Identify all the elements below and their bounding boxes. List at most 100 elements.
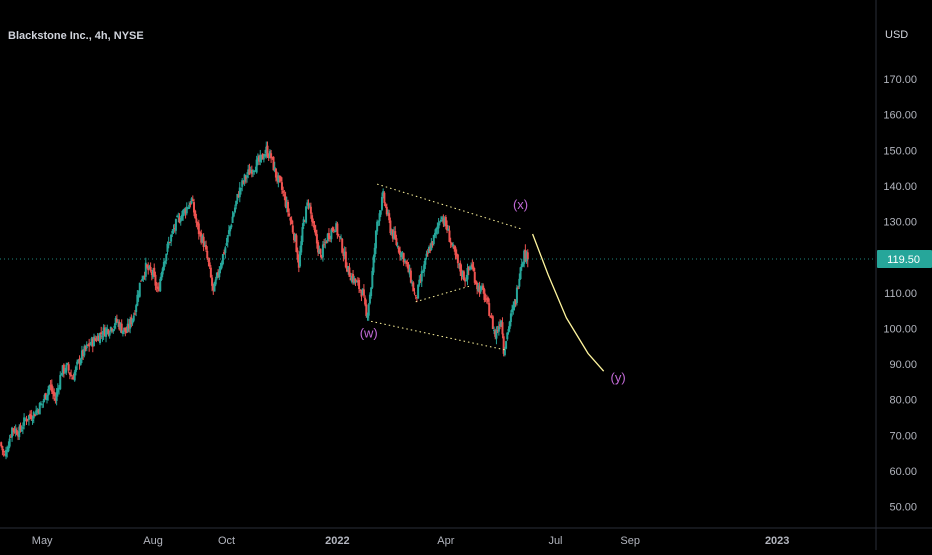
candle-body (466, 268, 469, 280)
candle-body (276, 176, 279, 181)
candle-body (336, 223, 339, 236)
candle-body (244, 176, 247, 179)
candle-body (418, 279, 421, 285)
last-price-label: 119.50 (887, 254, 920, 266)
candle-body (209, 267, 212, 278)
candle-body (201, 235, 204, 243)
candle-body (373, 247, 376, 257)
candle-body (499, 324, 502, 326)
candle-body (514, 299, 517, 304)
candle-body (360, 292, 363, 297)
candle-body (195, 218, 198, 223)
candle-body (432, 234, 435, 244)
candle-body (83, 346, 86, 356)
candle-body (272, 156, 275, 171)
candle-body (420, 271, 423, 282)
candle-body (282, 191, 285, 193)
candle-body (405, 261, 408, 263)
candle-body (164, 260, 167, 264)
candle-body (229, 226, 232, 232)
candle-body (43, 394, 46, 401)
candle-body (507, 329, 510, 332)
candle-body (520, 264, 523, 268)
candle-body (335, 223, 338, 231)
candle-body (401, 254, 404, 256)
candle-body (300, 241, 303, 253)
candle-body (296, 250, 299, 260)
candle-body (305, 206, 308, 223)
candle-body (123, 327, 126, 332)
candle-body (133, 313, 136, 315)
candle-body (143, 275, 146, 277)
candle-body (252, 170, 255, 172)
candle-body (454, 247, 457, 256)
candle-body (468, 267, 471, 269)
candle-body (256, 157, 259, 161)
candle-body (354, 278, 357, 283)
candle-body (260, 154, 263, 158)
currency-label[interactable]: USD (885, 29, 909, 41)
candle-body (235, 200, 238, 206)
candle-body (411, 282, 414, 284)
candle-body (64, 371, 67, 373)
candle-body (159, 278, 162, 292)
projection-curve[interactable] (531, 233, 605, 372)
x-tick-label: Oct (218, 535, 235, 547)
candle-body (273, 167, 276, 172)
y-tick-label: 130.00 (883, 217, 917, 229)
channel-trendline[interactable] (415, 285, 472, 303)
candle-body (86, 344, 89, 346)
candle-body (302, 219, 305, 226)
wave-label[interactable]: (y) (611, 370, 626, 385)
candle-body (239, 188, 242, 190)
candle-body (18, 426, 21, 438)
candle-body (17, 435, 20, 437)
candle-body (347, 266, 350, 271)
candle-body (192, 202, 195, 213)
candle-body (442, 219, 445, 224)
candle-body (129, 318, 132, 329)
candle-body (14, 428, 17, 433)
candle-body (232, 212, 235, 217)
candle-body (391, 229, 394, 239)
candle-body (52, 390, 55, 395)
candle-body (31, 419, 34, 421)
candle-body (435, 228, 438, 234)
candle-body (307, 203, 310, 205)
candle-body (138, 282, 141, 297)
candle-body (284, 196, 287, 207)
x-tick-label: May (32, 535, 53, 547)
candle-body (59, 375, 62, 390)
candle-body (436, 226, 439, 229)
candle-body (177, 216, 180, 218)
candle-body (431, 241, 434, 246)
candle-body (5, 450, 8, 457)
candle-body (154, 274, 157, 286)
candle-body (215, 272, 218, 279)
candle-body (212, 283, 215, 291)
candle-body (350, 275, 353, 282)
candle-body (95, 339, 98, 341)
candle-body (208, 262, 211, 267)
wave-label[interactable]: (w) (360, 325, 378, 340)
candle-body (15, 430, 18, 435)
channel-trendline[interactable] (371, 320, 505, 351)
candle-body (88, 343, 91, 347)
candle-body (250, 170, 253, 174)
channel-trendline[interactable] (377, 183, 521, 230)
candle-body (433, 232, 436, 236)
candle-body (62, 364, 65, 374)
candle-body (407, 264, 410, 273)
candle-body (41, 403, 44, 405)
candle-body (172, 229, 175, 231)
candle-body (459, 262, 462, 272)
candle-body (127, 324, 130, 329)
candle-body (519, 267, 522, 280)
wave-label[interactable]: (x) (513, 197, 528, 212)
candle-body (415, 296, 418, 298)
candle-body (303, 220, 306, 222)
candle-body (458, 263, 461, 265)
candle-body (452, 244, 455, 247)
